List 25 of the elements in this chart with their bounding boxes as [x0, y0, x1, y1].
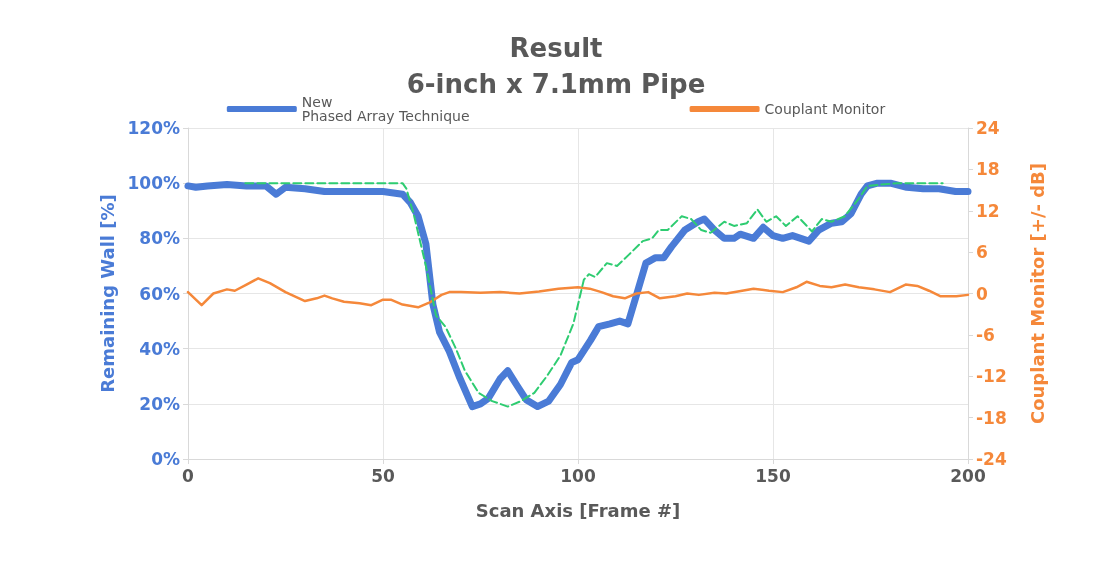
x-tick-label: 0: [182, 465, 195, 486]
chart-title: Result: [509, 33, 603, 63]
y2-tick-label: 12: [976, 200, 1000, 221]
y2-tick-label: -18: [976, 407, 1007, 428]
y-tick-label: 120%: [127, 118, 180, 138]
y2-tick-label: 6: [976, 242, 988, 263]
y-tick-label: 60%: [139, 283, 180, 304]
x-tick-label: 150: [755, 465, 791, 486]
y2-tick-label: -6: [976, 324, 995, 345]
y2-tick-label: -12: [976, 366, 1007, 387]
y-axis-title: Remaining Wall [%]: [97, 194, 119, 393]
y2-axis-title: Couplant Monitor [+/- dB]: [1026, 162, 1048, 425]
x-axis-title: Scan Axis [Frame #]: [475, 499, 681, 521]
y2-tick-label: 0: [976, 283, 988, 304]
x-tick-label: 100: [560, 465, 596, 486]
y-tick-label: 40%: [139, 338, 180, 359]
y-tick-label: 100%: [127, 173, 180, 194]
line-series: [186, 277, 970, 309]
y-tick-label: 0%: [151, 449, 180, 469]
y2-tick-label: 18: [976, 159, 1000, 180]
y2-tick-label: 24: [976, 118, 1000, 138]
x-tick-label: 50: [371, 465, 395, 486]
legend-label: Couplant Monitor: [764, 101, 886, 117]
y-tick-label: 80%: [139, 228, 180, 249]
y-tick-label: 20%: [139, 393, 180, 414]
